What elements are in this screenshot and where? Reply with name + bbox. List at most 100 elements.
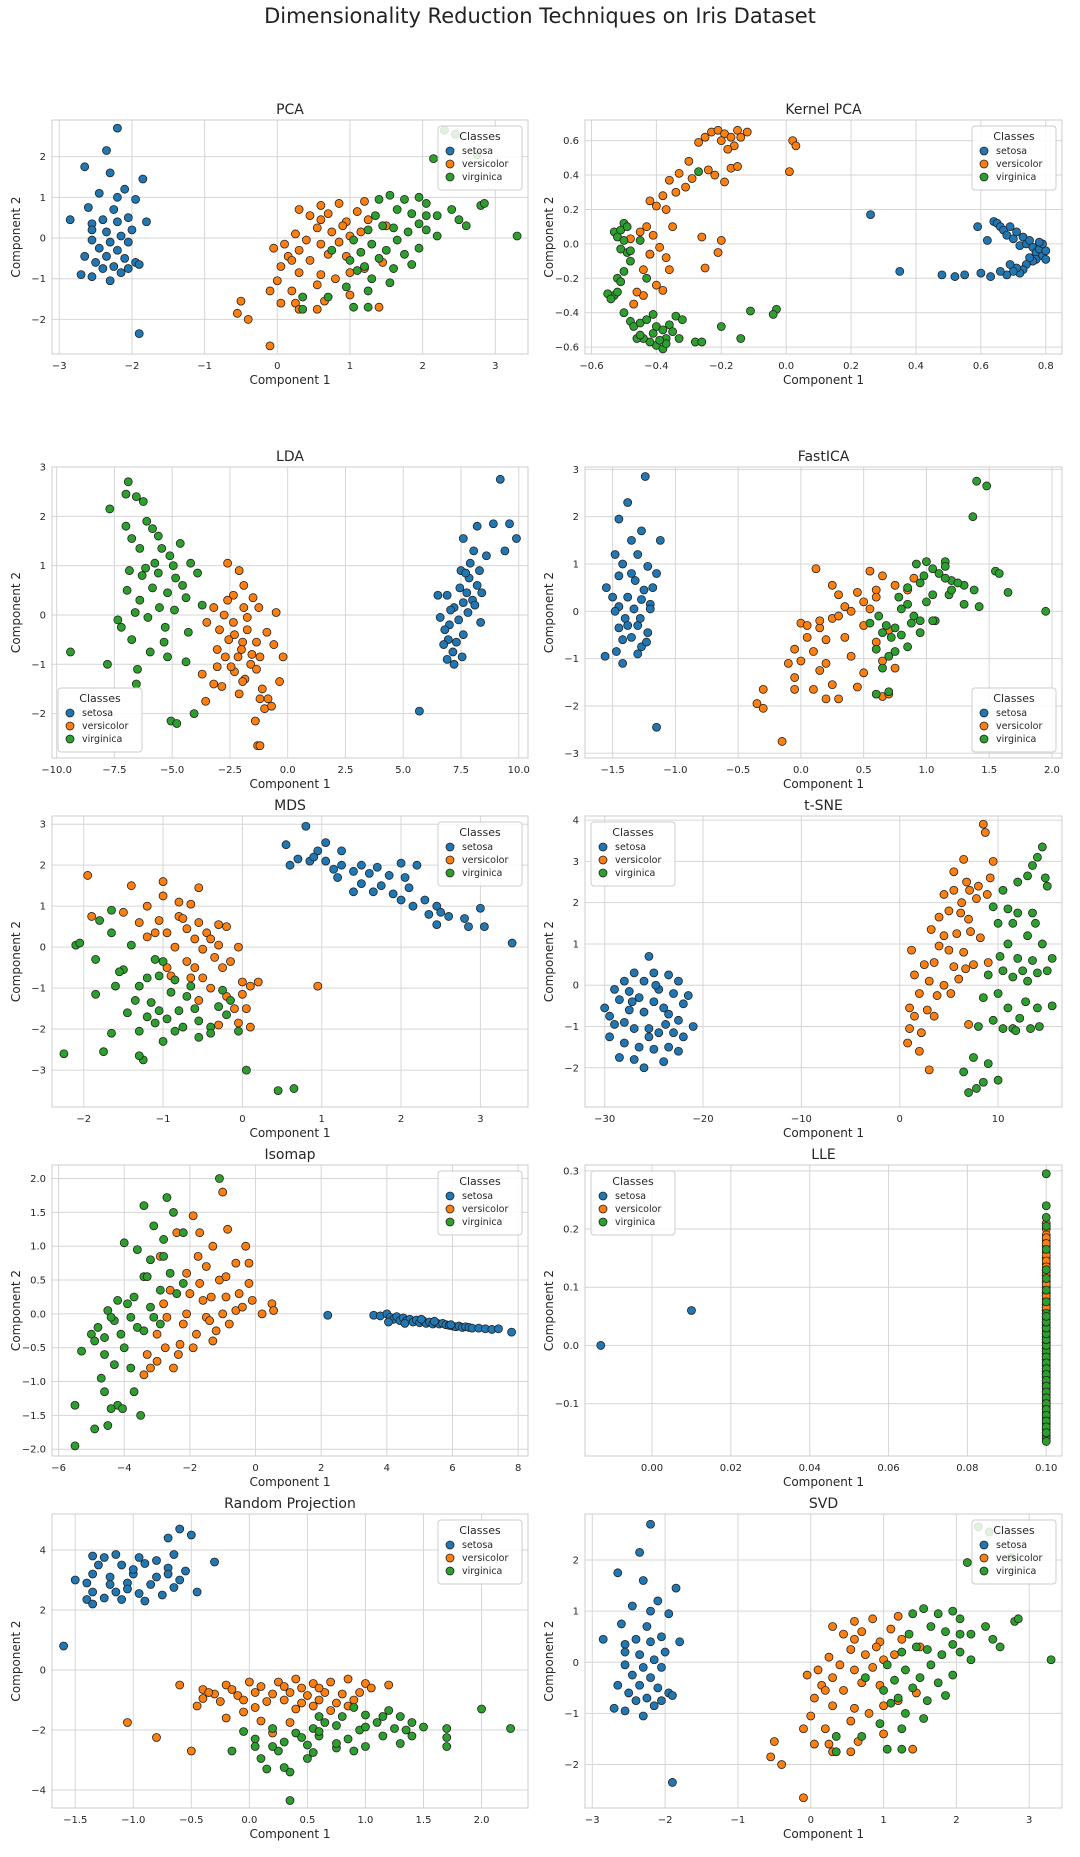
y-tick-label: −1	[31, 274, 46, 285]
point-versicolor	[234, 689, 244, 699]
point-virginica	[937, 1650, 947, 1660]
point-virginica	[865, 618, 875, 628]
point-virginica	[95, 916, 104, 925]
x-tick-label: −2	[76, 1114, 91, 1125]
point-versicolor	[162, 1312, 172, 1322]
point-versicolor	[949, 885, 959, 895]
point-versicolor	[988, 857, 998, 866]
point-versicolor	[790, 673, 800, 682]
point-versicolor	[123, 1718, 132, 1727]
x-tick-label: 0.00	[641, 1463, 663, 1474]
x-tick-label: −3	[585, 1815, 600, 1826]
point-setosa	[364, 868, 374, 878]
point-setosa	[475, 903, 485, 913]
point-virginica	[959, 1067, 969, 1077]
point-virginica	[378, 221, 388, 231]
point-setosa	[120, 253, 130, 263]
point-versicolor	[139, 1370, 149, 1380]
point-setosa	[113, 192, 122, 202]
point-virginica	[129, 1292, 139, 1302]
point-versicolor	[198, 1295, 208, 1305]
point-setosa	[349, 887, 358, 897]
point-virginica	[226, 996, 235, 1005]
point-versicolor	[821, 694, 831, 704]
y-tick-label: −3	[564, 749, 579, 760]
point-setosa	[116, 231, 126, 241]
point-versicolor	[356, 227, 366, 237]
y-tick-label: 4	[573, 816, 579, 827]
point-setosa	[140, 1596, 150, 1606]
point-virginica	[172, 719, 182, 728]
point-versicolor	[226, 957, 235, 966]
point-setosa	[646, 1519, 655, 1529]
point-virginica	[222, 1010, 231, 1020]
point-setosa	[995, 267, 1005, 276]
point-versicolor	[954, 974, 964, 984]
point-setosa	[629, 1024, 639, 1033]
legend-marker-virginica	[445, 172, 455, 182]
point-virginica	[107, 1028, 116, 1038]
point-virginica	[103, 1421, 113, 1430]
point-setosa	[111, 1587, 121, 1597]
point-virginica	[860, 1673, 870, 1683]
point-virginica	[141, 563, 150, 573]
point-virginica	[363, 286, 373, 296]
point-virginica	[268, 1742, 277, 1751]
point-virginica	[1013, 908, 1023, 918]
subplot-random-projection: −1.5 −1.0 −0.5 0.0 0.5 1.0 1.5 2.0 −4 −2 0 2 4 Random…	[8, 1490, 538, 1850]
legend-label-virginica: virginica	[462, 172, 502, 183]
point-virginica	[1008, 972, 1018, 982]
point-setosa	[313, 846, 323, 856]
point-versicolor	[366, 1683, 376, 1693]
x-tick-label: 4	[384, 1463, 390, 1474]
legend-label-setosa: setosa	[996, 1540, 1027, 1551]
point-setosa	[649, 997, 659, 1007]
point-versicolor	[194, 996, 204, 1005]
subplot-title: t-SNE	[804, 798, 843, 814]
point-versicolor	[233, 1691, 243, 1700]
point-virginica	[320, 1718, 330, 1727]
point-versicolor	[244, 1677, 254, 1687]
point-versicolor	[234, 942, 243, 952]
point-virginica	[1003, 1003, 1013, 1013]
y-tick-label: −0.2	[555, 274, 579, 285]
y-tick-label: 1.0	[30, 1242, 46, 1253]
point-virginica	[103, 659, 112, 669]
point-versicolor	[218, 1187, 228, 1197]
x-tick-label: −2	[658, 1815, 673, 1826]
point-virginica	[933, 1609, 943, 1619]
point-virginica	[894, 592, 904, 602]
point-versicolor	[265, 341, 275, 351]
legend-title: Classes	[79, 692, 121, 705]
point-versicolor	[297, 1698, 307, 1708]
point-setosa	[642, 1622, 652, 1631]
point-virginica	[1013, 954, 1023, 963]
point-versicolor	[239, 1707, 248, 1717]
point-virginica	[940, 573, 950, 583]
point-virginica	[126, 1312, 136, 1322]
point-versicolor	[234, 566, 244, 575]
point-virginica	[374, 194, 384, 204]
point-virginica	[118, 1404, 127, 1414]
legend-label-versicolor: versicolor	[462, 855, 508, 866]
legend-marker-versicolor	[979, 1553, 989, 1563]
point-setosa	[629, 1055, 639, 1064]
point-versicolor	[897, 1634, 907, 1644]
point-virginica	[385, 278, 395, 288]
point-setosa	[608, 592, 618, 602]
point-versicolor	[334, 237, 344, 247]
point-versicolor	[809, 647, 818, 656]
point-virginica	[378, 1712, 388, 1721]
point-setosa	[600, 1003, 610, 1013]
point-versicolor	[850, 1634, 859, 1644]
legend-label-versicolor: versicolor	[996, 159, 1042, 170]
point-setosa	[617, 1619, 626, 1629]
point-versicolor	[186, 973, 196, 983]
point-setosa	[488, 519, 498, 529]
point-virginica	[70, 1441, 80, 1451]
point-virginica	[998, 966, 1008, 976]
point-versicolor	[790, 644, 800, 654]
point-virginica	[1041, 1244, 1051, 1254]
y-tick-label: 1	[573, 939, 579, 950]
point-virginica	[668, 327, 678, 337]
